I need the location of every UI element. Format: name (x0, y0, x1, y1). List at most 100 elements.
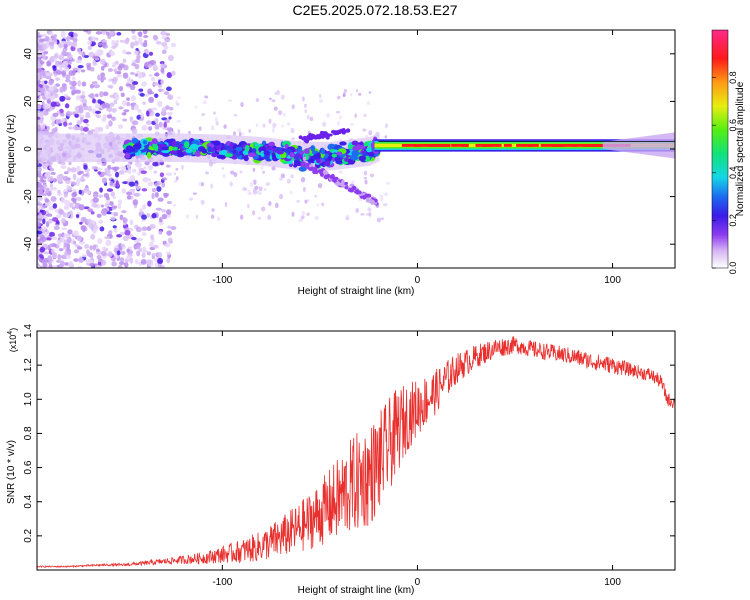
spectrogram-speckle (349, 123, 354, 126)
spectrogram-branch-blob (342, 127, 346, 132)
spectrogram-speckle (237, 128, 242, 133)
spectrogram-speckle (37, 199, 40, 203)
snr-series-line (37, 336, 675, 569)
spectrogram-speckle (38, 38, 44, 43)
spectrogram-speckle (192, 192, 197, 195)
spectrogram-speckle (73, 249, 80, 254)
spectrogram-y-tick-label: -40 (23, 237, 34, 252)
spectrogram-speckle (166, 209, 172, 215)
snr-multiplier: (x104) (7, 328, 18, 352)
spectrogram-speckle (283, 112, 286, 117)
spectrogram-speckle (161, 208, 166, 213)
spectrogram-speckle (142, 101, 146, 105)
spectrogram-speckle (49, 165, 53, 170)
spectrogram-speckle (63, 121, 68, 127)
spectrogram-speckle (79, 221, 83, 225)
spectrogram-speckle (37, 90, 40, 97)
spectrogram-speckle (367, 207, 372, 212)
spectrogram-speckle (92, 244, 97, 251)
spectrogram-envelope (101, 133, 105, 163)
spectrogram-speckle (101, 103, 106, 109)
spectrogram-speckle (222, 174, 226, 179)
spectrogram-speckle (55, 70, 63, 75)
spectrogram-envelope (98, 133, 102, 163)
spectrogram-speckle (252, 167, 256, 172)
spectrogram-ridge-core (437, 144, 451, 147)
spectrogram-speckle (291, 104, 295, 110)
spectrogram-speckle (61, 217, 66, 224)
spectrogram-ridge-blob (171, 140, 177, 147)
spectrogram-speckle (159, 172, 165, 178)
spectrogram-speckle (349, 92, 353, 97)
spectrogram-branch-blob (370, 199, 376, 205)
spectrogram-speckle (68, 202, 74, 208)
spectrogram-speckle (272, 124, 275, 129)
spectrogram-speckle (90, 211, 95, 215)
spectrogram-speckle (59, 86, 64, 93)
spectrogram-ridge-blob (212, 140, 221, 146)
spectrogram-branch-blob (310, 134, 314, 139)
spectrogram-speckle (109, 181, 114, 186)
spectrogram-branch-blob (302, 156, 307, 161)
spectrogram-speckle (129, 72, 136, 75)
spectrogram-speckle (369, 173, 375, 178)
spectrogram-speckle (158, 121, 163, 128)
spectrogram-speckle (355, 89, 359, 93)
spectrogram-speckle (92, 193, 99, 198)
spectrogram-speckle (62, 60, 69, 68)
spectrogram-branch-blob (344, 181, 349, 185)
spectrogram-speckle (81, 90, 86, 97)
spectrogram-speckle (376, 217, 382, 223)
spectrogram-envelope (39, 131, 44, 160)
spectrogram-speckle (141, 214, 148, 220)
spectrogram-envelope (37, 131, 41, 160)
spectrogram-speckle (49, 32, 54, 36)
spectrogram-speckle (91, 203, 98, 208)
spectrogram-speckle (85, 114, 91, 118)
snr-panel: -100 0 100 0.2 0.4 0.6 0.8 1.0 1.2 1.4 Height of… (6, 324, 676, 596)
spectrogram-speckle (271, 99, 276, 103)
spectrogram-speckle (66, 35, 70, 42)
spectrogram-speckle (151, 252, 157, 256)
spectrogram-speckle (97, 261, 102, 266)
spectrogram-speckle (115, 180, 119, 187)
spectrogram-envelope (92, 133, 96, 163)
spectrogram-speckle (78, 241, 86, 245)
spectrogram-branch-blob (351, 186, 356, 191)
spectrogram-speckle (37, 182, 42, 188)
spectrogram-speckle (165, 164, 171, 168)
spectrogram-speckle (63, 242, 68, 248)
spectrogram-speckle (233, 113, 238, 117)
spectrogram-speckle (54, 60, 59, 68)
spectrogram-edge-spread (602, 132, 675, 159)
spectrogram-speckle (131, 168, 137, 173)
spectrogram-panel: -100 0 100 40 20 0 -20 -40 Height of straight … (6, 29, 676, 297)
spectrogram-speckle (56, 176, 63, 182)
spectrogram-speckle (138, 167, 145, 172)
spectrogram-speckle (366, 101, 371, 105)
spectrogram-speckle (68, 122, 73, 126)
spectrogram-speckle (117, 124, 124, 129)
spectrogram-speckle (153, 63, 158, 70)
spectrogram-speckle (154, 191, 159, 198)
spectrogram-speckle (115, 39, 120, 44)
spectrogram-speckle (71, 91, 75, 96)
spectrogram-speckle (56, 239, 61, 246)
spectrogram-speckle (107, 85, 114, 89)
spectrogram-envelope (110, 133, 114, 163)
snr-y-tick-label: 0.2 (23, 528, 34, 542)
spectrogram-speckle (238, 131, 242, 137)
spectrogram-speckle (92, 59, 97, 66)
spectrogram-envelope (80, 133, 85, 163)
spectrogram-speckle (186, 214, 190, 219)
spectrogram-speckle (119, 214, 124, 221)
spectrogram-speckle (106, 114, 113, 119)
spectrogram-ridge-blob (161, 146, 170, 151)
spectrogram-speckle (53, 84, 57, 91)
spectrogram-speckle (129, 219, 134, 226)
spectrogram-speckle (82, 173, 89, 177)
spectrogram-speckle (291, 211, 295, 217)
spectrogram-speckle (60, 197, 65, 204)
spectrogram-x-label: Height of straight line (km) (298, 286, 415, 297)
spectrogram-ridge-blob (282, 140, 292, 147)
